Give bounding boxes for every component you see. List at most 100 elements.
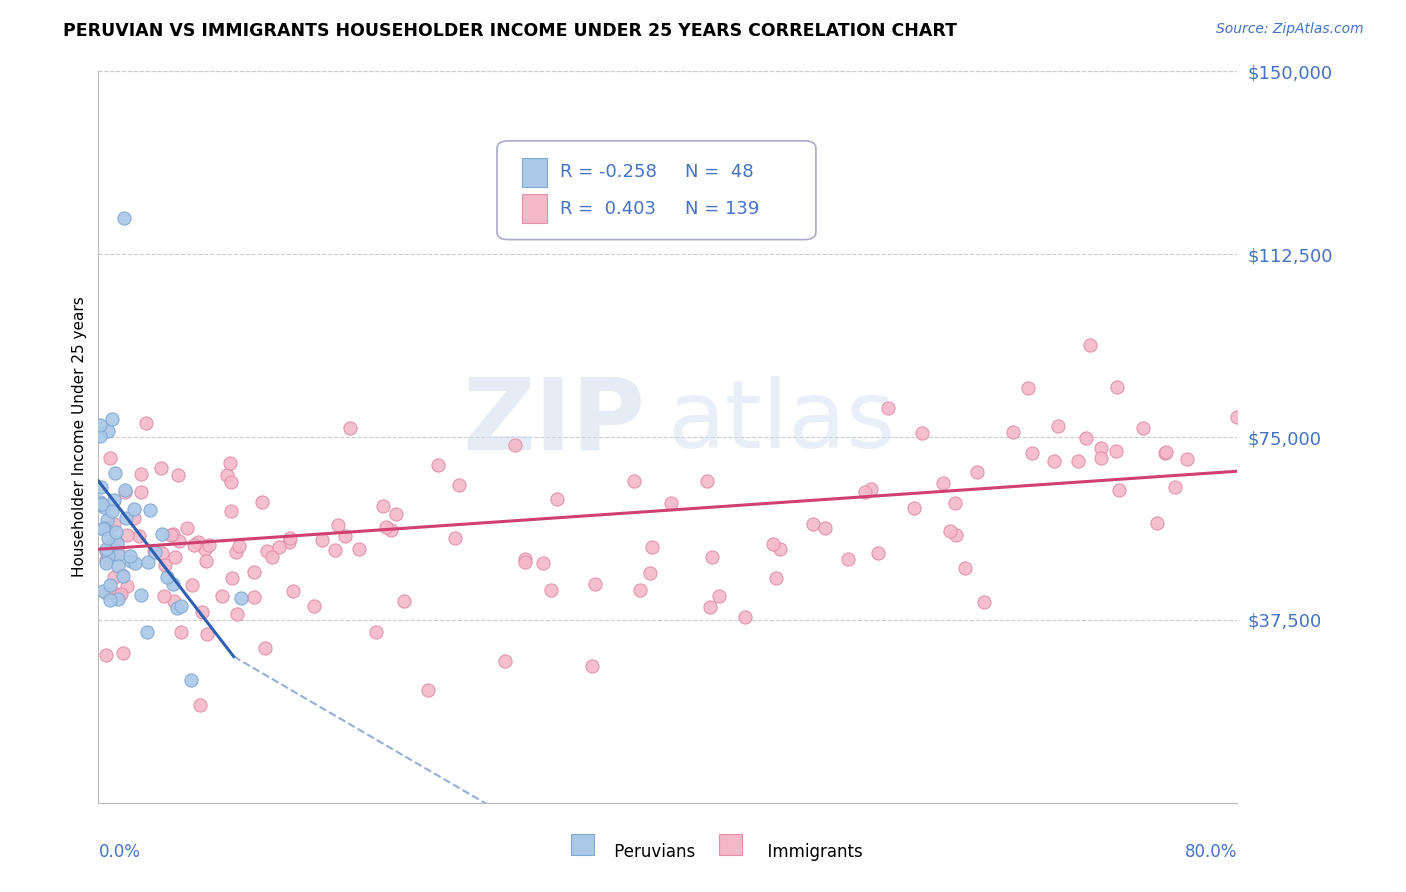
Point	[94, 648, 117, 663]
Point	[115, 511, 138, 525]
Point	[225, 545, 247, 559]
Point	[107, 592, 129, 607]
Point	[94, 585, 117, 599]
Point	[302, 599, 325, 613]
Point	[1105, 444, 1128, 458]
Point	[1105, 379, 1128, 393]
Point	[90, 480, 112, 494]
Point	[97, 425, 120, 439]
Point	[623, 475, 645, 489]
Point	[124, 556, 146, 570]
Point	[311, 533, 333, 547]
Point	[149, 461, 172, 475]
Point	[1146, 516, 1168, 531]
Point	[110, 587, 132, 601]
Point	[374, 519, 396, 533]
Point	[115, 528, 138, 542]
Point	[145, 545, 167, 559]
Text: Source: ZipAtlas.com: Source: ZipAtlas.com	[1216, 22, 1364, 37]
Point	[443, 531, 465, 545]
Point	[243, 591, 266, 605]
Text: Immigrants: Immigrants	[737, 843, 863, 861]
Point	[1002, 425, 1025, 439]
Point	[707, 589, 730, 603]
Point	[765, 571, 787, 585]
Point	[153, 589, 176, 603]
Point	[696, 474, 718, 488]
Point	[94, 543, 117, 558]
Point	[347, 541, 370, 556]
Point	[170, 599, 193, 613]
Point	[945, 496, 967, 510]
Point	[1076, 431, 1098, 445]
Text: 0.0%: 0.0%	[98, 843, 141, 861]
Point	[96, 513, 118, 527]
Point	[91, 522, 114, 536]
Point	[837, 551, 859, 566]
Point	[260, 549, 283, 564]
Point	[392, 593, 415, 607]
Point	[115, 579, 138, 593]
Text: atlas: atlas	[668, 376, 896, 468]
Point	[221, 571, 243, 585]
Point	[93, 521, 115, 535]
Point	[427, 458, 450, 473]
Point	[195, 627, 218, 641]
Point	[939, 524, 962, 538]
Point	[96, 541, 118, 556]
Text: N =  48: N = 48	[685, 163, 754, 181]
Point	[105, 536, 128, 550]
Point	[114, 483, 136, 497]
Point	[734, 610, 756, 624]
Point	[281, 584, 304, 599]
Point	[101, 585, 124, 599]
FancyBboxPatch shape	[718, 833, 742, 855]
Point	[628, 583, 651, 598]
Point	[583, 577, 606, 591]
Point	[531, 556, 554, 570]
Point	[503, 438, 526, 452]
Point	[91, 497, 114, 511]
Point	[1164, 480, 1187, 494]
Point	[333, 528, 356, 542]
Point	[100, 577, 122, 591]
Point	[103, 492, 125, 507]
Point	[253, 641, 276, 656]
Point	[188, 698, 211, 713]
Point	[762, 537, 785, 551]
Point	[98, 539, 121, 553]
Point	[540, 583, 562, 598]
Point	[277, 535, 299, 549]
Point	[945, 528, 967, 542]
Point	[256, 544, 278, 558]
Point	[932, 475, 955, 490]
Point	[699, 599, 721, 614]
Point	[221, 475, 243, 489]
Point	[228, 539, 250, 553]
Point	[101, 504, 124, 518]
Point	[1154, 445, 1177, 459]
Y-axis label: Householder Income Under 25 years: Householder Income Under 25 years	[72, 297, 87, 577]
Point	[953, 561, 976, 575]
Point	[104, 525, 127, 540]
Point	[104, 467, 127, 481]
Point	[966, 465, 988, 479]
Point	[112, 211, 135, 225]
Point	[136, 555, 159, 569]
Point	[118, 549, 141, 563]
Point	[217, 468, 239, 483]
Point	[1090, 451, 1112, 466]
Point	[94, 522, 117, 536]
Point	[494, 654, 516, 668]
Point	[89, 495, 111, 509]
FancyBboxPatch shape	[522, 158, 547, 187]
Text: ZIP: ZIP	[463, 374, 645, 471]
Point	[135, 416, 157, 430]
Point	[112, 646, 135, 660]
Point	[1225, 409, 1247, 424]
Point	[1043, 454, 1066, 468]
Point	[1078, 337, 1101, 351]
Point	[373, 500, 395, 514]
Point	[219, 504, 242, 518]
Point	[162, 527, 184, 541]
